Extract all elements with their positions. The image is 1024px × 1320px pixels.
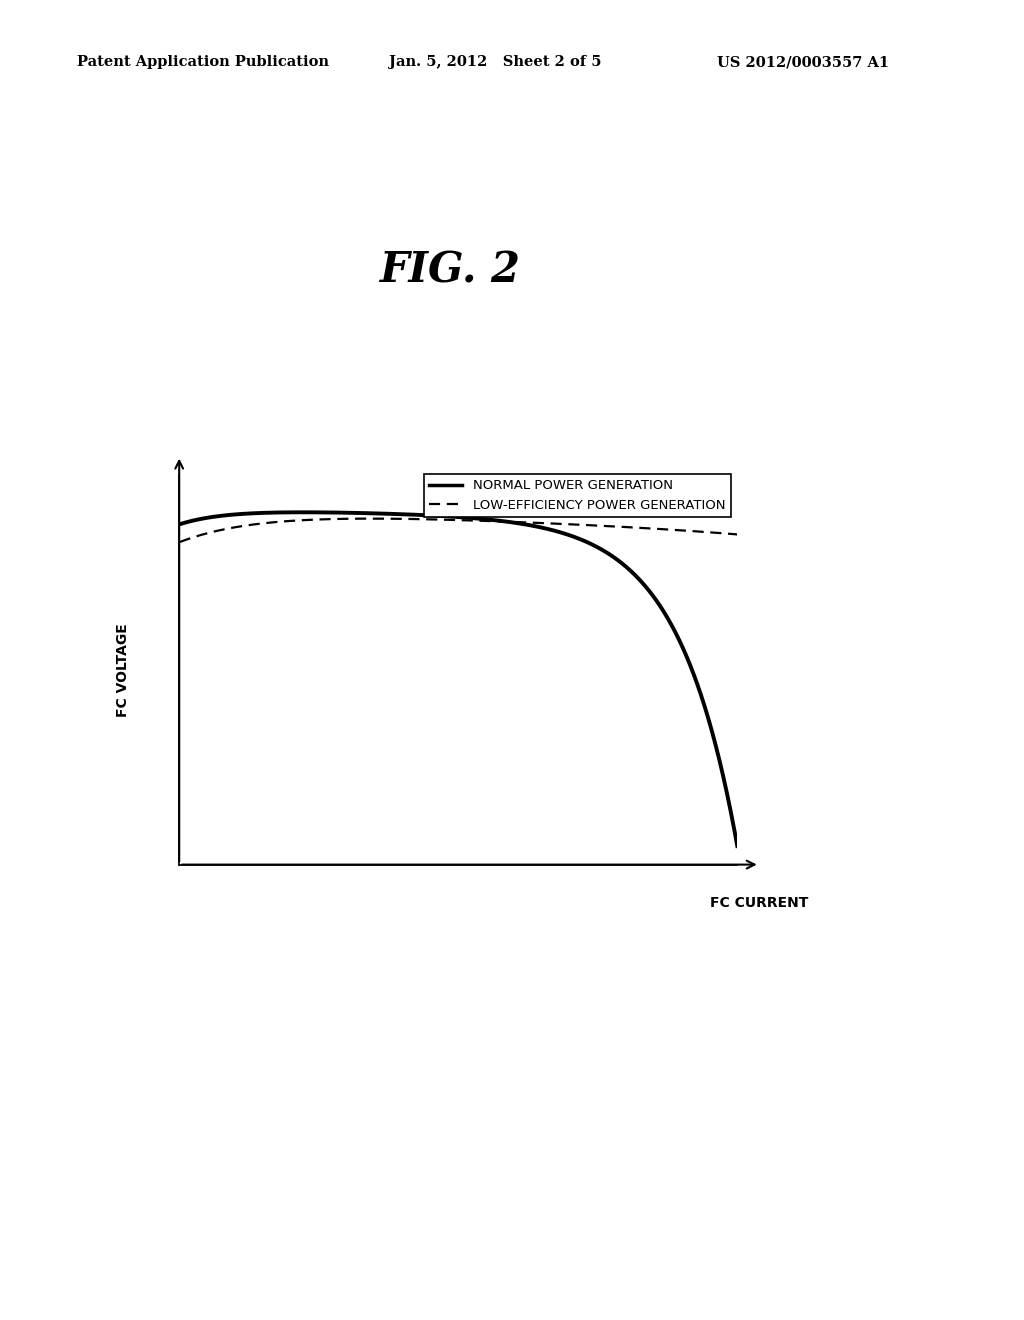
Text: Patent Application Publication: Patent Application Publication xyxy=(77,55,329,70)
Text: FIG. 2: FIG. 2 xyxy=(380,249,521,292)
Text: Jan. 5, 2012   Sheet 2 of 5: Jan. 5, 2012 Sheet 2 of 5 xyxy=(389,55,602,70)
Text: FC CURRENT: FC CURRENT xyxy=(711,896,809,909)
Text: FC VOLTAGE: FC VOLTAGE xyxy=(117,623,130,717)
Legend: NORMAL POWER GENERATION, LOW-EFFICIENCY POWER GENERATION: NORMAL POWER GENERATION, LOW-EFFICIENCY … xyxy=(424,474,731,517)
Text: US 2012/0003557 A1: US 2012/0003557 A1 xyxy=(717,55,889,70)
